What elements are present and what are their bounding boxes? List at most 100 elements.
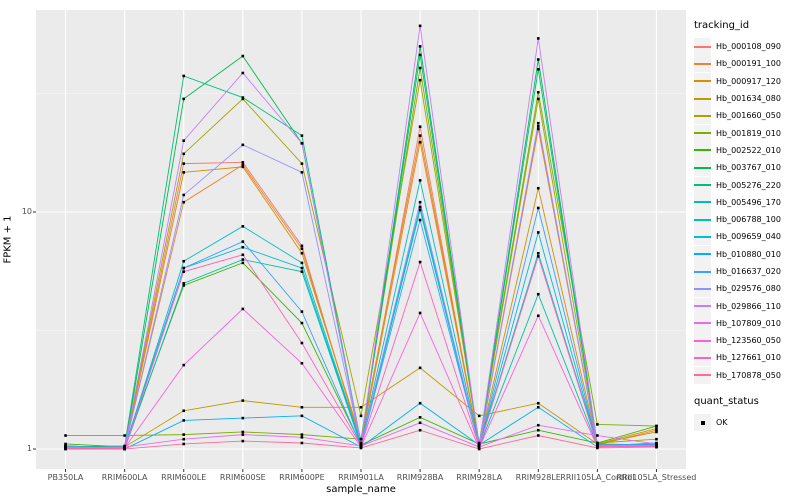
data-point	[418, 24, 422, 28]
data-point	[300, 270, 304, 273]
data-point	[241, 245, 245, 249]
legend-key-box	[694, 107, 711, 125]
legend-line-swatch	[694, 253, 711, 256]
data-point	[536, 423, 540, 427]
data-point	[596, 446, 599, 450]
data-point	[418, 134, 422, 137]
data-point	[182, 282, 186, 285]
y-axis-title: FPKM + 1	[2, 215, 14, 264]
data-point	[536, 405, 540, 409]
y-tick-label: 10	[21, 207, 32, 216]
data-point	[418, 205, 422, 209]
data-point	[596, 423, 599, 426]
data-point	[359, 437, 363, 441]
x-tick-label: RRIM928LE	[515, 473, 561, 482]
data-point	[182, 171, 186, 174]
x-tick-label: RRIM600LE	[161, 473, 207, 482]
data-point	[596, 434, 599, 437]
legend-item-Hb_016637_020: Hb_016637_020	[694, 263, 800, 280]
data-point	[300, 266, 304, 270]
data-point	[655, 430, 658, 434]
legend-item-label: Hb_000191_100	[716, 59, 781, 69]
data-point	[655, 445, 658, 449]
data-point	[536, 428, 540, 432]
data-point	[182, 266, 186, 270]
legend-item-label: Hb_001660_050	[716, 111, 781, 121]
data-point	[182, 409, 186, 413]
data-point	[182, 419, 186, 422]
data-point	[300, 414, 304, 418]
data-point	[536, 206, 540, 210]
x-tick-label: RRIM600LA	[101, 473, 148, 482]
legend-item-label: Hb_000108_090	[716, 42, 781, 52]
data-point	[241, 253, 245, 257]
legend-line-swatch	[694, 184, 711, 187]
data-point	[300, 247, 304, 251]
legend-item-Hb_001634_080: Hb_001634_080	[694, 90, 800, 108]
data-point	[241, 258, 245, 261]
legend-line-swatch	[694, 322, 711, 325]
data-point	[300, 251, 304, 255]
data-point	[418, 125, 422, 129]
data-point	[300, 244, 304, 248]
legend-line-swatch	[694, 305, 711, 308]
legend-item-label: Hb_016637_020	[716, 267, 781, 276]
data-point	[536, 251, 540, 255]
legend: tracking_id Hb_000108_090 Hb_000191_100 Hb…	[694, 20, 800, 432]
data-point	[359, 446, 363, 450]
data-point	[64, 447, 67, 451]
x-tick-label: RRIM928LA	[456, 473, 503, 482]
data-point	[536, 124, 540, 128]
legend-items: Hb_000108_090 Hb_000191_100 Hb_000917_120 H…	[694, 38, 800, 384]
legend-line-swatch	[694, 218, 711, 221]
legend-item-label: OK	[716, 418, 728, 428]
data-point	[182, 152, 186, 156]
legend-key-box	[694, 280, 711, 298]
data-point	[359, 444, 363, 448]
data-point	[359, 414, 363, 418]
data-point	[536, 127, 540, 131]
data-point	[655, 437, 658, 441]
data-point	[418, 218, 422, 222]
x-tick-label: RRII105LA_Control	[560, 473, 635, 482]
data-point	[418, 428, 422, 432]
legend-item-Hb_009659_040: Hb_009659_040	[694, 228, 800, 246]
data-point	[418, 53, 422, 57]
data-point	[418, 260, 422, 264]
legend-item-Hb_123560_050: Hb_123560_050	[694, 332, 800, 350]
data-point	[655, 442, 658, 446]
data-point	[300, 405, 304, 409]
legend-item-Hb_003767_010: Hb_003767_010	[694, 159, 800, 177]
square-point-icon	[700, 420, 705, 425]
data-point	[655, 427, 658, 430]
data-point	[123, 434, 126, 437]
legend-title-tracking-id: tracking_id	[694, 20, 750, 31]
legend-item-Hb_006788_100: Hb_006788_100	[694, 211, 800, 229]
legend-key-box	[694, 159, 711, 177]
legend-item-label: Hb_010880_010	[716, 249, 781, 259]
data-point	[359, 405, 363, 409]
data-point	[241, 225, 245, 228]
legend-item-Hb_001660_050: Hb_001660_050	[694, 107, 800, 125]
data-point	[596, 444, 599, 448]
data-point	[182, 139, 186, 142]
data-point	[418, 311, 422, 315]
data-point	[241, 240, 245, 243]
data-point	[241, 261, 245, 265]
legend-line-swatch	[694, 356, 711, 359]
data-point	[241, 165, 245, 169]
legend-line-swatch	[694, 287, 711, 290]
data-point	[182, 284, 186, 287]
data-point	[182, 433, 186, 436]
data-point	[359, 442, 363, 446]
x-tick-label: RRIM600PE	[279, 473, 325, 482]
legend-item-label: Hb_029576_080	[716, 284, 781, 294]
legend-key-box	[694, 349, 711, 367]
data-point	[536, 292, 540, 296]
legend-item-Hb_002522_010: Hb_002522_010	[694, 141, 800, 159]
data-point	[536, 58, 540, 61]
data-point	[418, 421, 422, 425]
data-point	[418, 140, 422, 144]
